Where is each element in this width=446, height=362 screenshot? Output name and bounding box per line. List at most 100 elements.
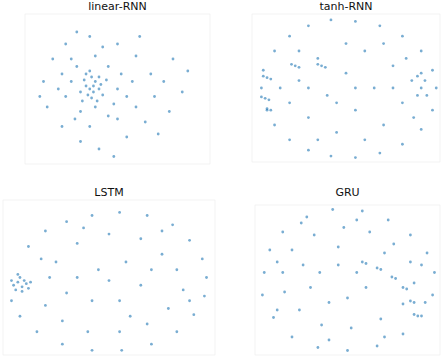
point — [346, 349, 349, 352]
point — [264, 97, 267, 100]
panel — [3, 200, 215, 355]
point — [346, 297, 349, 300]
point — [431, 109, 434, 112]
point — [266, 107, 269, 110]
point — [85, 73, 88, 76]
point — [378, 152, 381, 155]
point — [273, 124, 276, 127]
point — [409, 300, 412, 303]
point — [205, 276, 208, 279]
point — [65, 292, 68, 295]
panel-title: linear-RNN — [88, 0, 146, 13]
point — [324, 66, 327, 69]
point — [88, 88, 91, 91]
point — [10, 299, 13, 302]
point — [316, 138, 319, 141]
point — [36, 330, 39, 333]
point — [420, 87, 423, 90]
point — [203, 295, 206, 298]
point — [81, 100, 84, 103]
point — [431, 69, 434, 72]
point — [105, 79, 108, 82]
point — [88, 35, 91, 38]
point — [42, 80, 45, 83]
point — [70, 80, 73, 83]
point — [64, 43, 67, 46]
point — [405, 288, 408, 291]
point — [260, 95, 263, 98]
panel-title: tanh-RNN — [319, 0, 372, 13]
point — [70, 58, 73, 61]
points — [261, 208, 436, 352]
point — [188, 239, 191, 242]
point — [118, 330, 121, 333]
point — [337, 246, 340, 249]
point — [326, 94, 329, 97]
point — [96, 100, 99, 103]
point — [25, 282, 28, 285]
point — [361, 261, 364, 264]
point — [320, 324, 323, 327]
point — [116, 118, 119, 121]
point — [38, 95, 41, 98]
point — [413, 301, 416, 304]
point — [48, 276, 51, 279]
point — [90, 97, 93, 100]
point — [345, 42, 348, 45]
point — [420, 264, 423, 267]
point — [354, 20, 357, 23]
point — [331, 208, 334, 211]
point — [392, 243, 395, 246]
point — [46, 106, 49, 109]
point — [355, 219, 358, 222]
point — [91, 299, 94, 302]
point — [365, 262, 368, 265]
point — [120, 349, 123, 352]
point — [266, 76, 269, 79]
point — [387, 219, 390, 222]
panel-title: GRU — [335, 186, 359, 199]
point — [288, 35, 291, 38]
point — [12, 284, 15, 287]
point — [146, 214, 149, 217]
point — [298, 66, 301, 69]
point — [82, 227, 85, 230]
point — [368, 231, 371, 234]
point — [413, 282, 416, 285]
point — [61, 320, 64, 323]
point — [382, 124, 385, 127]
point — [281, 271, 284, 274]
point — [302, 264, 305, 267]
point — [309, 286, 312, 289]
point — [167, 307, 170, 310]
point — [330, 155, 333, 158]
point — [99, 83, 102, 86]
point — [401, 101, 404, 104]
point — [290, 63, 293, 66]
point — [61, 343, 64, 346]
point — [262, 75, 265, 78]
point — [79, 110, 82, 113]
point — [94, 106, 97, 109]
point — [412, 116, 415, 119]
point — [150, 343, 153, 346]
point — [273, 50, 276, 53]
point — [101, 94, 104, 97]
point — [379, 268, 382, 271]
point — [19, 315, 22, 318]
point — [345, 72, 348, 75]
point — [424, 79, 427, 82]
point — [135, 106, 138, 109]
point — [262, 69, 265, 72]
point — [118, 211, 121, 214]
panel — [252, 14, 440, 162]
point — [300, 222, 303, 225]
point — [335, 101, 338, 104]
point — [402, 333, 405, 336]
point — [162, 80, 165, 83]
plot-frame — [252, 14, 440, 162]
point — [394, 277, 397, 280]
point — [420, 72, 423, 75]
point — [23, 279, 26, 282]
point — [76, 276, 79, 279]
